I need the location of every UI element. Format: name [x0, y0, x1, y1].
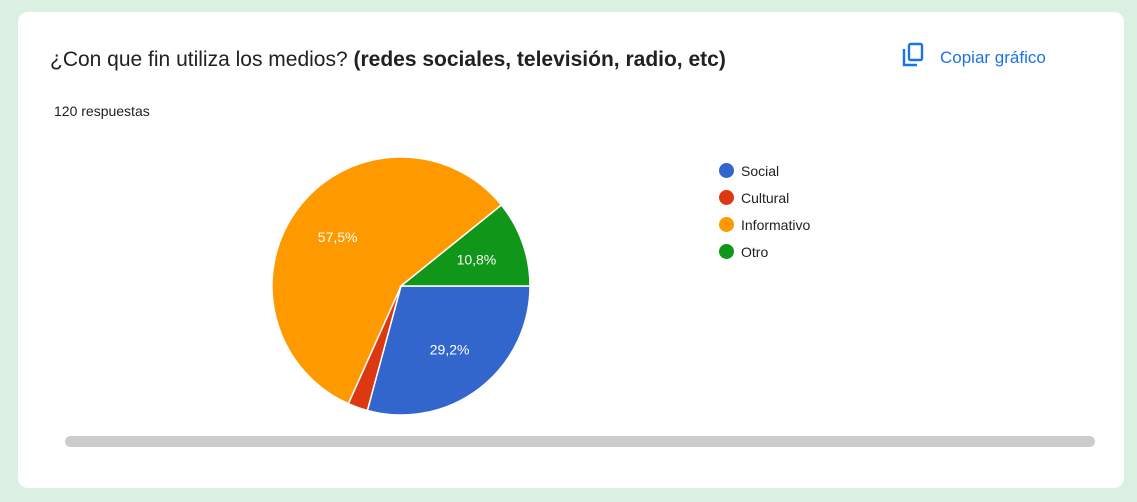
pie-label-social: 29,2% [430, 342, 470, 358]
legend-swatch [719, 244, 734, 259]
legend-item-cultural[interactable]: Cultural [719, 184, 810, 211]
legend-item-otro[interactable]: Otro [719, 238, 810, 265]
legend-swatch [719, 190, 734, 205]
question-title-bold: (redes sociales, televisión, radio, etc) [353, 48, 726, 71]
pie-slice-otro[interactable] [398, 203, 531, 287]
legend-label: Social [741, 162, 780, 179]
horizontal-scrollbar[interactable] [65, 436, 1095, 447]
question-title-text: ¿Con que fin utiliza los medios? [50, 48, 354, 71]
legend-label: Cultural [741, 189, 790, 206]
pie-label-otro: 10,8% [457, 251, 497, 267]
question-title: ¿Con que fin utiliza los medios? (redes … [50, 48, 726, 72]
legend-label: Informativo [741, 216, 811, 233]
legend-swatch [719, 163, 734, 178]
legend-item-informativo[interactable]: Informativo [719, 211, 810, 238]
legend-label: Otro [741, 243, 769, 260]
legend-item-social[interactable]: Social [719, 157, 810, 184]
chart-legend: Social Cultural Informativo Otro [719, 157, 810, 265]
pie-slice-informativo[interactable] [271, 156, 503, 405]
question-card: ¿Con que fin utiliza los medios? (redes … [18, 12, 1124, 488]
pie-label-informativo: 57,5% [318, 229, 358, 245]
copy-chart-label: Copiar gráfico [940, 47, 1046, 67]
copy-chart-button[interactable]: Copiar gráfico [902, 42, 1046, 73]
legend-swatch [719, 217, 734, 232]
response-count: 120 respuestas [54, 103, 150, 119]
copy-icon [902, 42, 940, 73]
pie-slice-social[interactable] [366, 285, 531, 416]
pie-chart: 29,2% 57,5% 10,8% [271, 156, 531, 416]
